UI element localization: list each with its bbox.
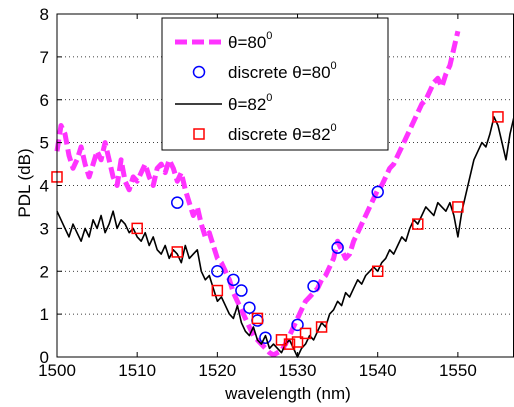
x-tick-label: 1510 [118,361,156,380]
x-tick-label: 1550 [439,361,477,380]
marker-square [452,201,464,213]
x-axis-title: wavelength (nm) [224,384,351,403]
y-axis-title: PDL (dB) [15,148,34,217]
y-tick-label: 2 [40,262,49,281]
marker-circle [331,241,344,254]
series-line-2 [56,116,514,358]
marker-circle [291,318,304,332]
marker-circle [235,284,248,297]
y-tick-label: 8 [40,5,49,24]
legend: θ=800 discrete θ=800 θ=820 discrete θ=82… [161,17,389,151]
marker-square [131,222,143,235]
marker-circle [371,185,384,199]
y-tick-label: 3 [40,219,49,238]
y-tick-label: 4 [40,177,49,196]
y-tick-label: 7 [40,48,49,67]
marker-circle [227,273,240,287]
x-tick-label: 1520 [198,361,236,380]
marker-square [412,218,424,230]
marker-circle [243,301,256,314]
tick-layer: 1500 1510 1520 1530 1540 1550 0 1 2 3 4 5 6 7 8 [38,5,477,380]
legend-swatch-discrete82 [193,128,205,140]
marker-square [251,312,264,325]
marker-circle [251,314,264,327]
marker-square [283,338,296,350]
legend-label-discrete82: discrete θ=820 [228,122,337,144]
marker-square [299,327,312,340]
marker-circle [171,196,184,209]
marker-square [211,284,224,297]
marker-square [171,246,184,258]
marker-square [492,111,504,123]
marker-circle [259,331,272,344]
x-tick-label: 1530 [279,361,317,380]
y-tick-label: 6 [40,91,49,110]
marker-square [291,336,304,348]
legend-label-theta82: θ=820 [228,92,272,114]
y-tick-label: 1 [40,305,49,324]
x-tick-label: 1500 [38,361,76,380]
legend-swatch-discrete80 [192,65,206,79]
marker-square [315,321,328,333]
legend-label-theta80: θ=800 [228,30,272,52]
y-tick-label: 0 [40,348,49,367]
marker-circle [307,280,320,293]
y-tick-label: 5 [40,134,49,153]
x-tick-label: 1540 [359,361,397,380]
marker-square [371,265,384,277]
plot-layer [51,30,514,358]
marker-circle [211,265,224,278]
legend-label-discrete80: discrete θ=800 [228,60,337,82]
